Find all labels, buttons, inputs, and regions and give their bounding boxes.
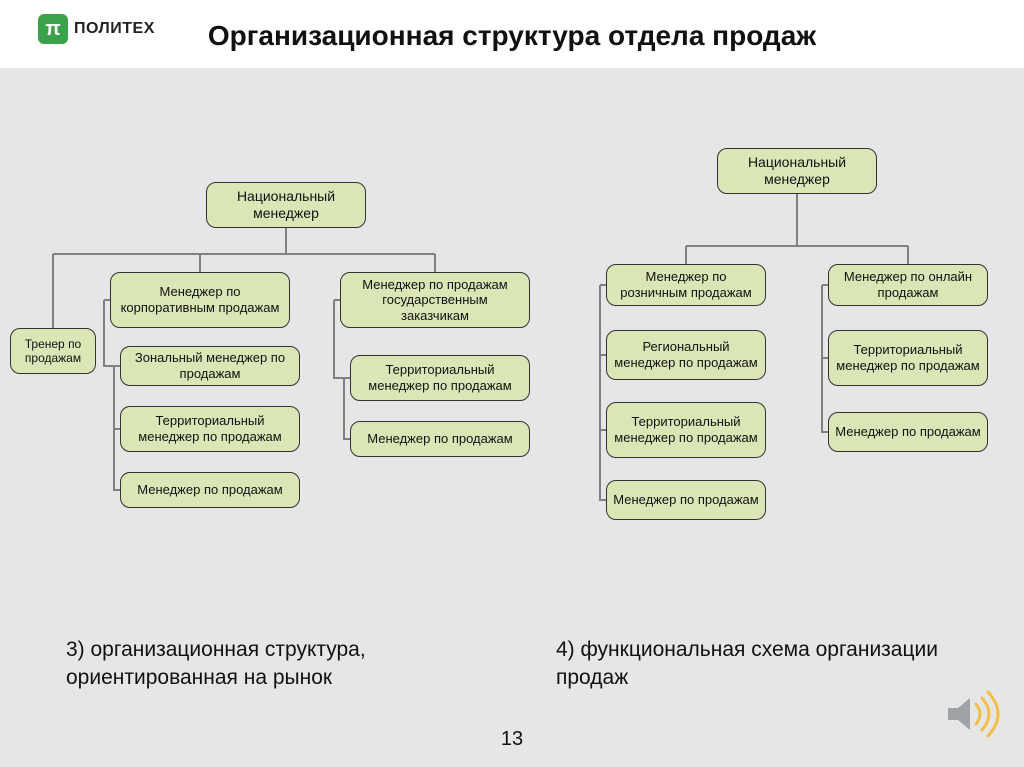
org-node-l_mgr2: Менеджер по продажам xyxy=(350,421,530,457)
org-node-l_terr: Территориальный менеджер по продажам xyxy=(120,406,300,452)
org-node-l_mgr: Менеджер по продажам xyxy=(120,472,300,508)
org-node-l_corp: Менеджер по корпоративным продажам xyxy=(110,272,290,328)
page-number: 13 xyxy=(0,728,1024,751)
slide: π ПОЛИТЕХ Организационная структура отде… xyxy=(0,0,1024,767)
org-node-r_root: Национальный менеджер xyxy=(717,148,877,194)
org-node-r_terrRt: Территориальный менеджер по продажам xyxy=(606,402,766,458)
org-node-l_gov: Менеджер по продажам государственным зак… xyxy=(340,272,530,328)
org-node-l_terr2: Территориальный менеджер по продажам xyxy=(350,355,530,401)
speaker-icon xyxy=(944,690,1000,743)
org-node-r_reg: Региональный менеджер по продажам xyxy=(606,330,766,380)
org-node-r_terrOn: Территориальный менеджер по продажам xyxy=(828,330,988,386)
org-node-r_mgrOn: Менеджер по продажам xyxy=(828,412,988,452)
org-node-r_mgrRt: Менеджер по продажам xyxy=(606,480,766,520)
org-node-l_zonal: Зональный менеджер по продажам xyxy=(120,346,300,386)
diagram-canvas: 3) организационная структура, ориентиров… xyxy=(0,68,1024,767)
org-node-l_root: Национальный менеджер xyxy=(206,182,366,228)
org-node-r_retail: Менеджер по розничным продажам xyxy=(606,264,766,306)
slide-header: π ПОЛИТЕХ Организационная структура отде… xyxy=(0,0,1024,68)
caption-left: 3) организационная структура, ориентиров… xyxy=(66,636,486,693)
caption-right: 4) функциональная схема организации прод… xyxy=(556,636,976,693)
org-node-r_online: Менеджер по онлайн продажам xyxy=(828,264,988,306)
org-node-l_train: Тренер по продажам xyxy=(10,328,96,374)
slide-title: Организационная структура отдела продаж xyxy=(0,20,1024,52)
